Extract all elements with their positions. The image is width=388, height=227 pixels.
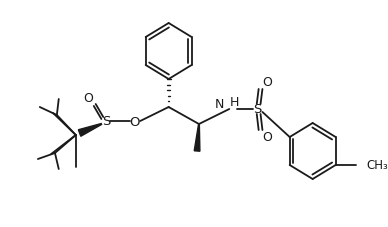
Text: O: O (262, 76, 272, 89)
Text: N: N (215, 98, 225, 111)
Text: O: O (262, 131, 272, 144)
Text: H: H (230, 96, 240, 109)
Text: CH₃: CH₃ (366, 159, 388, 172)
Text: S: S (102, 115, 110, 128)
Polygon shape (78, 124, 102, 137)
Text: O: O (129, 116, 140, 129)
Polygon shape (194, 124, 200, 152)
Text: S: S (253, 103, 262, 116)
Text: O: O (83, 91, 93, 104)
